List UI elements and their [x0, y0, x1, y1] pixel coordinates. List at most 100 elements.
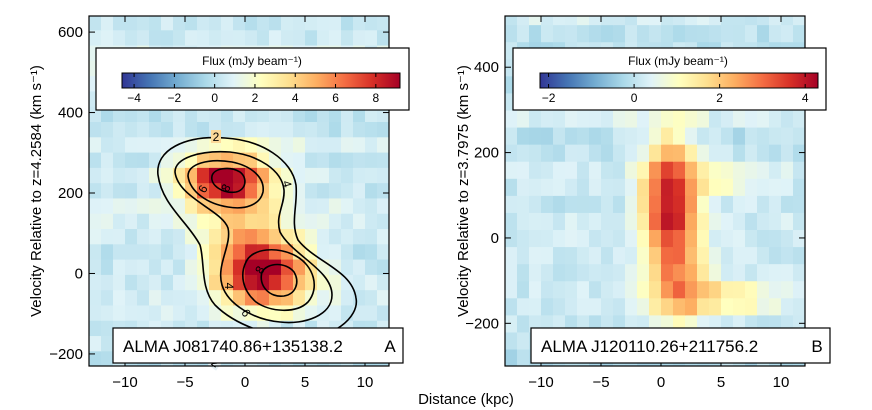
- heatmap-cell: [353, 29, 366, 46]
- heatmap-cell: [329, 228, 342, 245]
- heatmap-cell: [721, 229, 734, 248]
- heatmap-cell: [685, 16, 698, 26]
- heatmap-cell: [637, 246, 650, 265]
- heatmap-cell: [149, 121, 162, 138]
- heatmap-cell: [793, 126, 805, 145]
- heatmap-cell: [185, 197, 198, 214]
- heatmap-cell: [317, 16, 330, 31]
- heatmap-cell: [781, 178, 794, 196]
- x-tick-label: 10: [773, 374, 790, 391]
- heatmap-cell: [541, 280, 554, 299]
- heatmap-cell: [697, 229, 710, 248]
- colorbar-tick-label: 0: [211, 91, 218, 105]
- heatmap-cell: [649, 246, 662, 265]
- heatmap-cell: [101, 289, 114, 306]
- heatmap-cell: [89, 320, 102, 337]
- heatmap-cell: [697, 212, 710, 231]
- heatmap-cell: [529, 144, 542, 162]
- heatmap-cell: [293, 289, 306, 306]
- heatmap-cell: [673, 263, 686, 282]
- heatmap-cell: [257, 197, 270, 214]
- heatmap-cell: [553, 109, 566, 128]
- heatmap-cell: [209, 213, 222, 230]
- heatmap-cell: [709, 16, 722, 26]
- heatmap-cell: [697, 24, 710, 43]
- panel-b: −10 −5 0 5 10 −200 0 200 400 Flux (mJy beam⁻¹) −…: [455, 15, 831, 391]
- heatmap-cell: [317, 136, 330, 153]
- heatmap-cell: [125, 274, 138, 291]
- heatmap-cell: [781, 212, 794, 231]
- heatmap-cell: [353, 121, 366, 138]
- heatmap-cell: [649, 229, 662, 248]
- heatmap-cell: [505, 126, 518, 145]
- heatmap-cell: [649, 280, 662, 299]
- heatmap-cell: [353, 167, 366, 184]
- heatmap-cell: [757, 280, 770, 299]
- heatmap-cell: [793, 16, 805, 26]
- heatmap-cell: [233, 151, 246, 168]
- heatmap-cell: [709, 280, 722, 299]
- heatmap-cell: [529, 195, 542, 213]
- heatmap-cell: [529, 229, 542, 248]
- heatmap-cell: [149, 304, 162, 321]
- heatmap-cell: [673, 144, 686, 162]
- heatmap-cell: [733, 161, 746, 179]
- heatmap-cell: [781, 263, 794, 282]
- heatmap-cell: [161, 258, 174, 275]
- heatmap-cell: [269, 274, 282, 291]
- heatmap-cell: [257, 243, 270, 260]
- heatmap-cell: [757, 24, 770, 43]
- heatmap-cell: [89, 274, 102, 291]
- heatmap-cell: [565, 161, 578, 179]
- heatmap-cell: [221, 136, 234, 153]
- heatmap-cell: [341, 243, 354, 260]
- heatmap-cell: [721, 246, 734, 265]
- heatmap-cell: [305, 29, 318, 46]
- heatmap-cell: [745, 246, 758, 265]
- heatmap-cell: [209, 258, 222, 275]
- heatmap-cell: [589, 16, 602, 26]
- heatmap-cell: [197, 243, 210, 260]
- heatmap-cell: [185, 274, 198, 291]
- heatmap-cell: [697, 126, 710, 145]
- heatmap-cell: [757, 144, 770, 162]
- heatmap-cell: [377, 304, 389, 321]
- heatmap-cell: [257, 167, 270, 184]
- heatmap-cell: [257, 16, 270, 31]
- colorbar-tick-label: 4: [802, 91, 809, 105]
- colorbar-tick-label: −2: [168, 91, 182, 105]
- heatmap-cell: [161, 228, 174, 245]
- heatmap-cell: [89, 304, 102, 321]
- heatmap-cell: [353, 151, 366, 168]
- heatmap-cell: [577, 109, 590, 128]
- heatmap-cell: [365, 304, 378, 321]
- heatmap-cell: [221, 213, 234, 230]
- heatmap-cell: [541, 161, 554, 179]
- heatmap-cell: [793, 161, 805, 179]
- heatmap-cell: [745, 126, 758, 145]
- heatmap-cell: [781, 126, 794, 145]
- heatmap-cell: [529, 280, 542, 299]
- heatmap-cell: [137, 29, 150, 46]
- heatmap-cell: [745, 16, 758, 26]
- heatmap-cell: [89, 16, 102, 31]
- heatmap-cell: [245, 274, 258, 291]
- heatmap-cell: [365, 16, 378, 31]
- heatmap-cell: [793, 212, 805, 231]
- heatmap-cell: [697, 109, 710, 128]
- heatmap-cell: [505, 229, 518, 248]
- heatmap-cell: [125, 213, 138, 230]
- heatmap-cell: [341, 213, 354, 230]
- heatmap-cell: [137, 182, 150, 199]
- heatmap-cell: [197, 136, 210, 153]
- heatmap-cell: [341, 29, 354, 46]
- heatmap-cell: [329, 243, 342, 260]
- heatmap-cell: [625, 297, 638, 316]
- y-tick-label: 200: [474, 145, 499, 162]
- heatmap-cell: [541, 109, 554, 128]
- y-tick-label: −200: [49, 346, 83, 363]
- heatmap-cell: [149, 274, 162, 291]
- heatmap-cell: [149, 228, 162, 245]
- colorbar-tick-label: 0: [631, 91, 638, 105]
- heatmap-cell: [245, 136, 258, 153]
